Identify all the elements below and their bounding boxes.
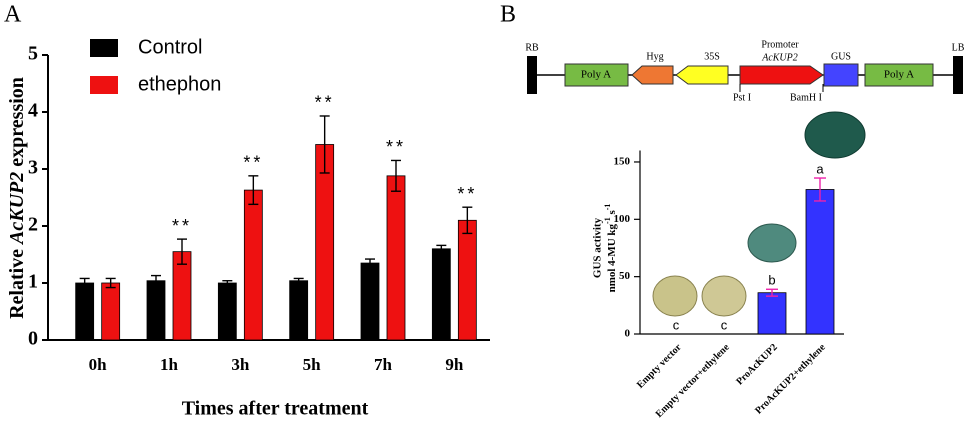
- legend-label: ethephon: [138, 73, 221, 95]
- error-bar: [222, 280, 233, 286]
- bar: [386, 175, 406, 341]
- poly-a-box: [864, 63, 934, 87]
- significance-label: **: [172, 216, 192, 236]
- bar: [243, 189, 263, 341]
- y-axis-title-part: expression: [6, 77, 28, 172]
- legend-label: Control: [138, 36, 202, 58]
- significance-label: **: [315, 93, 335, 113]
- y-tick-label: 100: [614, 213, 631, 225]
- y-tick-label: 4: [28, 100, 38, 122]
- y-axis-title-part: nmol 4-MU kg: [606, 223, 618, 292]
- bar: [172, 251, 192, 341]
- rb-border: [527, 56, 537, 94]
- x-tick-label: 7h: [374, 355, 393, 374]
- p35s-label: 35S: [704, 51, 720, 62]
- y-tick-label: 2: [28, 214, 38, 236]
- poly-a-label: Poly A: [581, 69, 611, 81]
- legend-swatch: [90, 76, 118, 94]
- x-tick-label: Empty vector: [635, 342, 684, 391]
- error-bar: [319, 115, 330, 174]
- x-tick-label: ProAcKUP2: [734, 342, 779, 387]
- gus-box: [823, 63, 859, 87]
- bar: [315, 144, 335, 341]
- error-bar: [365, 258, 375, 268]
- error-bar: [79, 277, 90, 289]
- error-bar: [151, 274, 161, 287]
- y-axis-title: GUS activity: [592, 217, 604, 278]
- x-tick-label: 0h: [89, 355, 108, 374]
- error-bar: [391, 159, 401, 192]
- construct: RB LB Poly A Hyg 35S Promoter AcKUP2 GUS…: [525, 39, 964, 103]
- y-axis-title: Relative AcKUP2 expression: [6, 77, 28, 319]
- significance-label: c: [673, 317, 680, 332]
- lb-border: [953, 56, 963, 94]
- bar: [805, 189, 835, 335]
- bar: [101, 282, 121, 341]
- y-axis-title-part: Relative: [6, 244, 28, 319]
- hyg-arrow: [631, 65, 674, 85]
- significance-label: **: [457, 184, 477, 204]
- bar: [217, 282, 237, 341]
- pst-label: Pst I: [733, 92, 751, 103]
- promoter-label: Promoter: [761, 39, 799, 50]
- p35s-arrow: [675, 65, 729, 85]
- promoter-gene: AcKUP2: [761, 52, 798, 63]
- y-axis-title-part: s: [606, 210, 618, 218]
- x-tick-label: 1h: [160, 355, 179, 374]
- bar: [146, 280, 166, 341]
- error-bar: [766, 288, 778, 297]
- leaf-photos: [652, 111, 866, 317]
- promoter-arrow: [739, 65, 824, 85]
- x-tick-label: 5h: [303, 355, 322, 374]
- y-tick-label: 50: [619, 270, 631, 282]
- error-bar: [105, 277, 116, 289]
- y-tick-label: 0: [28, 328, 38, 350]
- error-bar: [177, 238, 187, 265]
- leaf-photo: [701, 275, 747, 317]
- error-bar: [462, 206, 473, 235]
- error-bar: [293, 277, 304, 284]
- y-tick-label: 0: [625, 328, 631, 340]
- panel-label: B: [500, 2, 516, 28]
- panel-label: A: [4, 2, 22, 28]
- y-tick-label: 150: [614, 156, 631, 168]
- leaf-photo: [804, 111, 866, 159]
- bar: [289, 280, 309, 341]
- y-axis-title-part: -1: [603, 217, 612, 224]
- significance-label: a: [816, 161, 824, 176]
- y-axis-title: nmol 4-MU kg-1 s-1: [603, 204, 618, 293]
- error-bar: [436, 244, 447, 253]
- x-tick-label: 3h: [231, 355, 250, 374]
- bamh-label: BamH I: [790, 92, 822, 103]
- significance-label: **: [243, 153, 263, 173]
- significance-label: b: [768, 273, 775, 288]
- y-axis-title-part: AcKUP2: [6, 172, 28, 246]
- y-tick-label: 3: [28, 157, 38, 179]
- leaf-photo: [747, 223, 797, 263]
- bar: [360, 262, 380, 341]
- y-tick-label: 5: [28, 43, 38, 65]
- bar: [757, 292, 787, 335]
- poly-a-label: Poly A: [884, 69, 914, 81]
- error-bar: [248, 175, 259, 206]
- significance-label: c: [721, 317, 728, 332]
- significance-label: **: [386, 137, 406, 157]
- leaf-photo: [652, 275, 698, 317]
- poly-a-box: [564, 63, 629, 87]
- x-tick-label: 9h: [445, 355, 464, 374]
- hyg-label: Hyg: [646, 51, 663, 62]
- y-tick-label: 1: [28, 271, 38, 293]
- gus-label: GUS: [831, 51, 851, 62]
- lb-label: LB: [952, 42, 965, 53]
- legend-swatch: [90, 39, 118, 57]
- bar: [431, 248, 451, 341]
- rb-label: RB: [525, 42, 539, 53]
- error-bar: [814, 177, 826, 202]
- bar: [457, 219, 477, 341]
- y-axis-title-part: -1: [603, 204, 612, 211]
- bar: [75, 282, 95, 341]
- x-axis-title: Times after treatment: [182, 398, 369, 420]
